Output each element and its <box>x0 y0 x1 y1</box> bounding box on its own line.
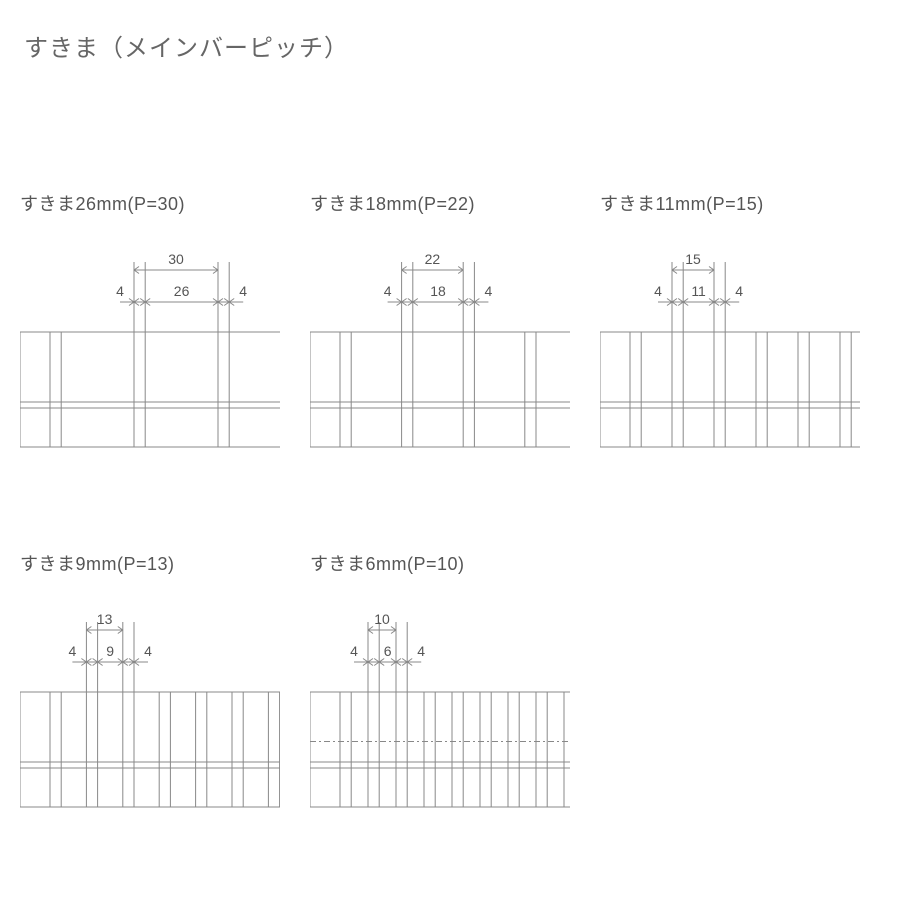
grating-diagram: 10 4 6 4 <box>310 582 570 812</box>
svg-text:4: 4 <box>485 283 493 299</box>
panel-title: すきま9mm(P=13) <box>20 550 280 576</box>
panel-p13: すきま9mm(P=13) 13 4 9 4 <box>20 550 280 817</box>
svg-text:10: 10 <box>374 611 390 627</box>
grating-diagram: 22 4 18 4 <box>310 222 570 452</box>
panel-title: すきま26mm(P=30) <box>20 190 280 216</box>
panel-p15: すきま11mm(P=15) 15 4 11 4 <box>600 190 860 457</box>
svg-text:4: 4 <box>69 643 77 659</box>
svg-text:4: 4 <box>116 283 124 299</box>
panel-p30: すきま26mm(P=30) 30 4 26 4 <box>20 190 280 457</box>
svg-text:4: 4 <box>350 643 358 659</box>
panel-p22: すきま18mm(P=22) 22 4 18 4 <box>310 190 570 457</box>
grating-diagram: 30 4 26 4 <box>20 222 280 452</box>
svg-text:4: 4 <box>144 643 152 659</box>
svg-text:4: 4 <box>735 283 743 299</box>
svg-text:4: 4 <box>239 283 247 299</box>
svg-text:4: 4 <box>417 643 425 659</box>
svg-text:22: 22 <box>425 251 441 267</box>
svg-text:30: 30 <box>168 251 184 267</box>
panel-title: すきま6mm(P=10) <box>310 550 570 576</box>
page-title: すきま（メインバーピッチ） <box>24 28 349 63</box>
svg-text:6: 6 <box>384 643 392 659</box>
panel-p10: すきま6mm(P=10) 10 4 6 4 <box>310 550 570 817</box>
grating-diagram: 15 4 11 4 <box>600 222 860 452</box>
svg-text:4: 4 <box>654 283 662 299</box>
svg-text:4: 4 <box>384 283 392 299</box>
panel-title: すきま18mm(P=22) <box>310 190 570 216</box>
svg-text:15: 15 <box>685 251 701 267</box>
svg-text:26: 26 <box>174 283 190 299</box>
svg-text:11: 11 <box>691 283 706 299</box>
panel-title: すきま11mm(P=15) <box>600 190 860 216</box>
grating-diagram: 13 4 9 4 <box>20 582 280 812</box>
svg-text:9: 9 <box>106 643 114 659</box>
svg-text:18: 18 <box>430 283 446 299</box>
svg-text:13: 13 <box>97 611 113 627</box>
